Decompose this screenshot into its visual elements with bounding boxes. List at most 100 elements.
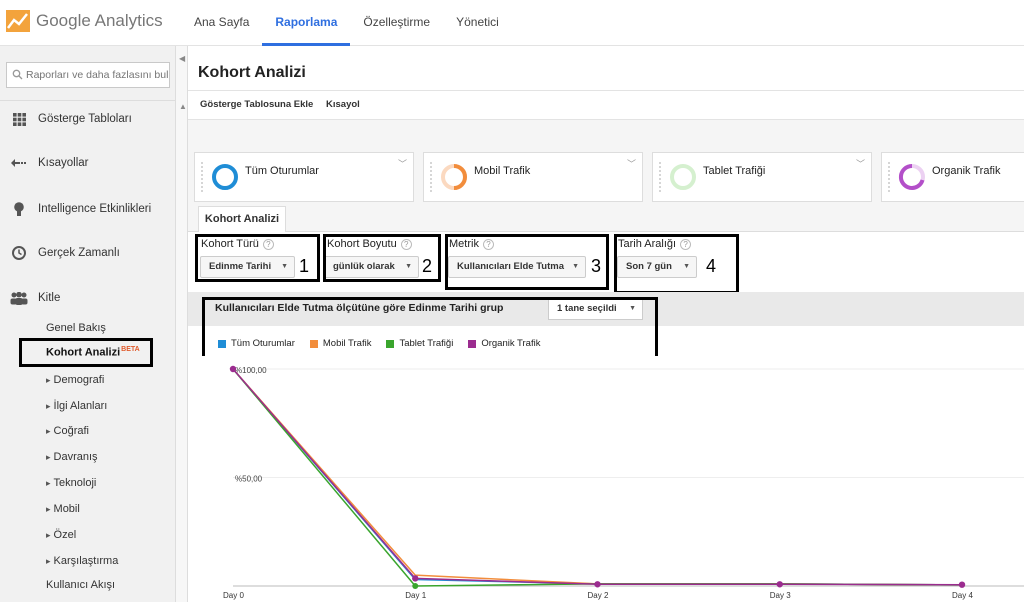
legend-label: Tablet Trafiği bbox=[399, 338, 454, 349]
cohort-type-label-text: Kohort Türü bbox=[201, 238, 259, 250]
segment-all-sessions[interactable]: Tüm Oturumlar ﹀ bbox=[194, 152, 414, 202]
segment-organic-traffic[interactable]: Organik Trafik bbox=[881, 152, 1024, 202]
segment-tablet-traffic[interactable]: Tablet Trafiği ﹀ bbox=[652, 152, 872, 202]
beta-badge: BETA bbox=[121, 346, 140, 353]
help-icon[interactable]: ? bbox=[482, 238, 494, 250]
help-icon[interactable]: ? bbox=[400, 238, 412, 250]
cohort-type-label: Kohort Türü? bbox=[201, 238, 274, 250]
legend-item[interactable]: Organik Trafik bbox=[468, 338, 540, 349]
x-tick-label: Day 1 bbox=[405, 591, 426, 600]
app-name: Google Analytics bbox=[36, 11, 163, 30]
google-analytics-logo[interactable]: Google Analytics bbox=[6, 8, 176, 36]
grid-icon bbox=[0, 112, 38, 126]
annotation-number-4: 4 bbox=[706, 256, 717, 276]
sidebar-item-label: Kısayollar bbox=[38, 157, 89, 169]
sidebar-sub-behavior[interactable]: Davranış bbox=[46, 451, 98, 463]
report-search[interactable] bbox=[6, 62, 170, 88]
segment-ring-icon bbox=[441, 164, 467, 190]
date-range-label-text: Tarih Aralığı bbox=[618, 238, 677, 250]
tab-bar: Kohort Analizi bbox=[188, 204, 1024, 233]
chevron-down-icon[interactable]: ﹀ bbox=[397, 159, 407, 169]
drag-grip-icon[interactable] bbox=[200, 161, 204, 193]
segment-label: Tablet Trafiği bbox=[703, 165, 766, 177]
chart-header: Kullanıcıları Elde Tutma ölçütüne göre E… bbox=[188, 292, 1024, 356]
cohort-type-dropdown[interactable]: Edinme Tarihi ▼ bbox=[200, 256, 295, 278]
data-point bbox=[776, 581, 783, 588]
shortcut-button[interactable]: Kısayol bbox=[326, 99, 360, 110]
chevron-down-icon[interactable]: ﹀ bbox=[626, 159, 636, 169]
segment-mobile-traffic[interactable]: Mobil Trafik ﹀ bbox=[423, 152, 643, 202]
sidebar-item-label: Gösterge Tabloları bbox=[38, 113, 132, 125]
arrow-left-icon bbox=[0, 159, 38, 167]
legend-swatch bbox=[468, 339, 477, 348]
report-actions: Gösterge Tablosuna Ekle Kısayol bbox=[188, 90, 1024, 120]
data-point bbox=[958, 581, 966, 588]
chart-title: Kullanıcıları Elde Tutma ölçütüne göre E… bbox=[215, 302, 504, 314]
sidebar-sub-users-flow[interactable]: Kullanıcı Akışı bbox=[46, 579, 116, 591]
metric-dropdown[interactable]: Kullanıcıları Elde Tutma ▼ bbox=[448, 256, 586, 278]
nav-ana-sayfa[interactable]: Ana Sayfa bbox=[194, 15, 250, 29]
add-to-dashboard-button[interactable]: Gösterge Tablosuna Ekle bbox=[200, 99, 314, 110]
sidebar-sub-cohort-analysis[interactable]: Kohort AnaliziBETA bbox=[46, 346, 140, 359]
dropdown-value: Kullanıcıları Elde Tutma bbox=[457, 261, 564, 272]
help-icon[interactable]: ? bbox=[680, 238, 692, 250]
analytics-logo-icon bbox=[6, 10, 30, 32]
nav-yonetici[interactable]: Yönetici bbox=[456, 15, 499, 29]
x-tick-label: Day 0 bbox=[223, 591, 244, 600]
date-range-label: Tarih Aralığı? bbox=[618, 238, 692, 250]
annotation-number-3: 3 bbox=[591, 256, 602, 276]
search-input[interactable] bbox=[26, 66, 168, 84]
data-point bbox=[229, 365, 237, 373]
dropdown-value: Son 7 gün bbox=[626, 261, 672, 272]
nav-ozellestirme[interactable]: Özelleştirme bbox=[363, 15, 431, 29]
search-icon bbox=[12, 69, 23, 80]
sidebar-collapse-bar[interactable]: ◀ ▲ bbox=[176, 46, 188, 602]
highlight-box-chart-header bbox=[202, 297, 658, 359]
annotation-number-2: 2 bbox=[422, 256, 433, 276]
date-range-dropdown[interactable]: Son 7 gün ▼ bbox=[617, 256, 697, 278]
drag-grip-icon[interactable] bbox=[658, 161, 662, 193]
x-tick-label: Day 2 bbox=[588, 591, 609, 600]
segment-ring-icon bbox=[670, 164, 696, 190]
legend-label: Tüm Oturumlar bbox=[231, 338, 295, 349]
sidebar-item-audience[interactable]: Kitle bbox=[0, 283, 176, 313]
scroll-up-icon[interactable]: ▲ bbox=[179, 102, 187, 111]
series-line bbox=[232, 368, 963, 586]
drag-grip-icon[interactable] bbox=[429, 161, 433, 193]
sidebar-sub-geo[interactable]: Coğrafi bbox=[46, 425, 89, 437]
report-header: Kohort Analizi Gösterge Tablosuna Ekle K… bbox=[188, 46, 1024, 120]
sidebar-item-label: Intelligence Etkinlikleri bbox=[38, 203, 152, 215]
top-nav: Ana Sayfa Raporlama Özelleştirme Yönetic… bbox=[181, 0, 512, 46]
sidebar-sub-interests[interactable]: İlgi Alanları bbox=[46, 400, 108, 412]
chevron-down-icon[interactable]: ﹀ bbox=[855, 159, 865, 169]
sidebar-sub-overview[interactable]: Genel Bakış bbox=[46, 322, 106, 334]
drag-grip-icon[interactable] bbox=[887, 161, 891, 193]
sidebar-item-dashboards[interactable]: Gösterge Tabloları bbox=[0, 104, 176, 134]
segment-label: Organik Trafik bbox=[932, 165, 1001, 177]
legend-item[interactable]: Tablet Trafiği bbox=[386, 338, 453, 349]
line-chart: %100,00 %50,00 Day 0 Day 1 Day 2 Day 3 Day 4 bbox=[223, 365, 1024, 600]
highlight-box-cohort-analysis bbox=[19, 338, 153, 367]
highlight-box-2 bbox=[323, 234, 441, 282]
series-line bbox=[232, 368, 963, 586]
sidebar-sub-custom[interactable]: Özel bbox=[46, 529, 77, 541]
page-title: Kohort Analizi bbox=[198, 64, 306, 81]
collapse-left-icon[interactable]: ◀ bbox=[179, 54, 186, 63]
sidebar-sub-label: Kohort Analizi bbox=[46, 346, 121, 359]
sidebar-item-shortcuts[interactable]: Kısayollar bbox=[0, 148, 176, 178]
sidebar-item-realtime[interactable]: Gerçek Zamanlı bbox=[0, 238, 176, 268]
sidebar: Gösterge Tabloları Kısayollar Intelligen… bbox=[0, 46, 176, 602]
legend-item[interactable]: Tüm Oturumlar bbox=[218, 338, 295, 349]
dropdown-value: Edinme Tarihi bbox=[209, 261, 272, 272]
sidebar-sub-benchmarking[interactable]: Karşılaştırma bbox=[46, 555, 119, 567]
nav-raporlama[interactable]: Raporlama bbox=[262, 0, 351, 46]
dropdown-value: günlük olarak bbox=[333, 261, 395, 272]
tab-cohort-analysis[interactable]: Kohort Analizi bbox=[198, 206, 286, 233]
segment-ring-icon bbox=[898, 163, 925, 190]
sidebar-sub-technology[interactable]: Teknoloji bbox=[46, 477, 97, 489]
legend-item[interactable]: Mobil Trafik bbox=[309, 338, 371, 349]
help-icon[interactable]: ? bbox=[262, 238, 274, 250]
sidebar-sub-mobile[interactable]: Mobil bbox=[46, 503, 80, 515]
sidebar-sub-demographics[interactable]: Demografi bbox=[46, 374, 105, 386]
sidebar-item-intelligence[interactable]: Intelligence Etkinlikleri bbox=[0, 194, 176, 224]
